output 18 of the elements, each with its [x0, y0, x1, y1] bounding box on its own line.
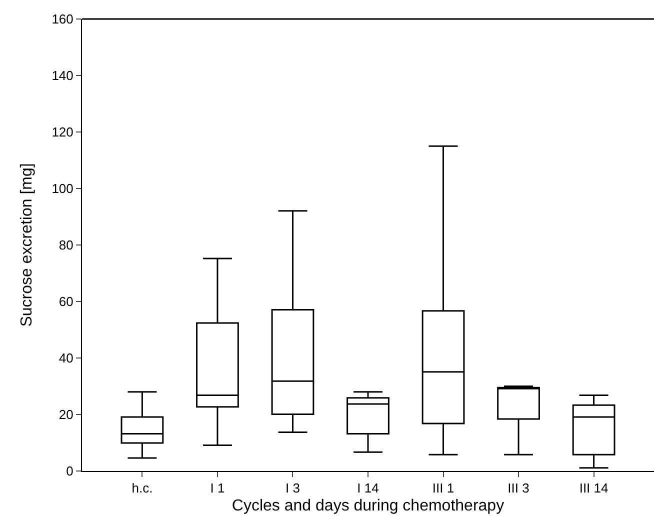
- y-tick-label: 40: [58, 350, 74, 366]
- x-tick-label: III 3: [508, 480, 530, 496]
- y-tick-label: 0: [66, 464, 74, 479]
- y-tick-label: 120: [52, 124, 74, 140]
- y-tick-label: 20: [58, 407, 74, 422]
- x-tick-label: III 14: [579, 480, 608, 496]
- y-tick-label: 100: [52, 181, 74, 196]
- y-tick-label: 60: [58, 294, 74, 310]
- x-tick-label: I 14: [357, 480, 379, 496]
- y-tick-label: 160: [52, 12, 74, 27]
- x-tick-label: h.c.: [132, 480, 153, 496]
- x-tick-label: III 1: [432, 480, 454, 496]
- x-tick-label: I 1: [210, 480, 225, 496]
- y-tick-label: 140: [52, 68, 74, 84]
- x-tick-label: I 3: [286, 480, 300, 496]
- y-axis-title: Sucrose excretion [mg]: [18, 163, 36, 327]
- y-tick-label: 80: [58, 238, 74, 253]
- x-axis-title: Cycles and days during chemotherapy: [232, 497, 504, 514]
